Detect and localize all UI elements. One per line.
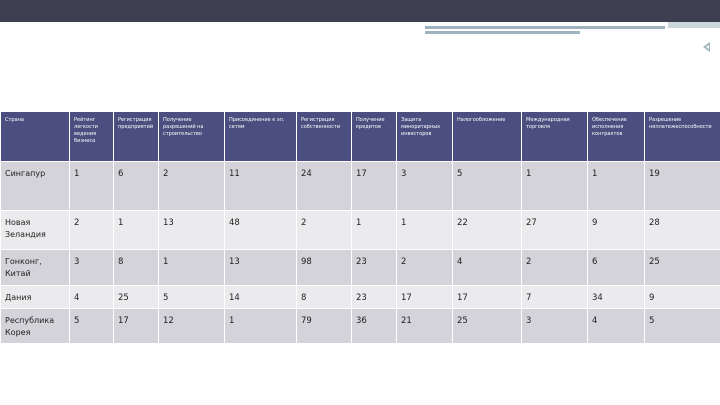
- table-cell: 5: [158, 285, 225, 309]
- table-cell: 11: [224, 161, 297, 211]
- header-cell: Регистрация предприятий: [113, 111, 159, 162]
- table-row: Дания 4 25 5 14 8 23 17 17 7 34 9: [0, 285, 720, 309]
- table-cell: 3: [396, 161, 453, 211]
- table-cell: 24: [296, 161, 352, 211]
- header-cell: Обеспечение исполнения контрактов: [587, 111, 645, 162]
- table-cell: 6: [587, 249, 645, 286]
- table-cell: 14: [224, 285, 297, 309]
- table-cell: 25: [452, 308, 522, 344]
- table-cell: 1: [351, 210, 397, 250]
- table-cell: 2: [296, 210, 352, 250]
- table-cell: 1: [587, 161, 645, 211]
- table-cell: 13: [158, 210, 225, 250]
- table-cell: 3: [521, 308, 588, 344]
- table-cell: 8: [113, 249, 159, 286]
- table-cell: 13: [224, 249, 297, 286]
- table-row: Сингапур 1 6 2 11 24 17 3 5 1 1 19: [0, 161, 720, 211]
- accent-line-long: [425, 26, 665, 29]
- top-accent-strip: [0, 22, 720, 27]
- table-cell: 3: [69, 249, 114, 286]
- table-cell: 1: [69, 161, 114, 211]
- table-cell: 28: [644, 210, 720, 250]
- table-cell: 5: [452, 161, 522, 211]
- table-cell: 17: [452, 285, 522, 309]
- table-cell: 9: [587, 210, 645, 250]
- table-cell: 21: [396, 308, 453, 344]
- table-cell: 36: [351, 308, 397, 344]
- table-row: Новая Зеландия 2 1 13 48 2 1 1 22 27 9 2…: [0, 210, 720, 250]
- table-cell: 48: [224, 210, 297, 250]
- table-cell: 2: [521, 249, 588, 286]
- accent-line-short: [425, 31, 580, 34]
- country-cell: Дания: [0, 285, 70, 309]
- table-cell: 23: [351, 249, 397, 286]
- table-cell: 5: [644, 308, 720, 344]
- country-cell: Гонконг, Китай: [0, 249, 70, 286]
- header-cell: Получение разрешений на строительство: [158, 111, 225, 162]
- header-cell: Защита миноритарных инвесторов: [396, 111, 453, 162]
- table-cell: 17: [396, 285, 453, 309]
- table-cell: 7: [521, 285, 588, 309]
- country-cell: Новая Зеландия: [0, 210, 70, 250]
- header-cell: Рейтинг легкости ведения бизнеса: [69, 111, 114, 162]
- table-cell: 2: [69, 210, 114, 250]
- header-cell: Регистрация собственности: [296, 111, 352, 162]
- table-cell: 5: [69, 308, 114, 344]
- table-cell: 25: [644, 249, 720, 286]
- table-cell: 1: [113, 210, 159, 250]
- header-cell: Разрешение неплатежеспособности: [644, 111, 720, 162]
- table-cell: 2: [396, 249, 453, 286]
- table-cell: 1: [224, 308, 297, 344]
- top-decorative-bar: [0, 0, 720, 22]
- table-cell: 1: [396, 210, 453, 250]
- table-cell: 19: [644, 161, 720, 211]
- header-cell: Получение кредитов: [351, 111, 397, 162]
- table-cell: 25: [113, 285, 159, 309]
- table-cell: 34: [587, 285, 645, 309]
- table-cell: 98: [296, 249, 352, 286]
- header-cell: Присоединение к эл. сетям: [224, 111, 297, 162]
- country-cell: Республика Корея: [0, 308, 70, 344]
- table-cell: 27: [521, 210, 588, 250]
- accent-bar-right: [668, 22, 720, 28]
- table-cell: 79: [296, 308, 352, 344]
- ranking-table: Страна Рейтинг легкости ведения бизнеса …: [0, 111, 720, 344]
- table-cell: 4: [587, 308, 645, 344]
- table-cell: 6: [113, 161, 159, 211]
- table-cell: 4: [69, 285, 114, 309]
- table-cell: 2: [158, 161, 225, 211]
- table-cell: 17: [351, 161, 397, 211]
- table-cell: 23: [351, 285, 397, 309]
- table-cell: 4: [452, 249, 522, 286]
- header-cell: Налогообложение: [452, 111, 522, 162]
- table-cell: 9: [644, 285, 720, 309]
- country-cell: Сингапур: [0, 161, 70, 211]
- table-cell: 12: [158, 308, 225, 344]
- table-row: Республика Корея 5 17 12 1 79 36 21 25 3…: [0, 308, 720, 344]
- table-cell: 1: [158, 249, 225, 286]
- table-header-row: Страна Рейтинг легкости ведения бизнеса …: [0, 111, 720, 162]
- triangle-bullet-inner-icon: [706, 45, 709, 49]
- table-cell: 1: [521, 161, 588, 211]
- table-cell: 17: [113, 308, 159, 344]
- header-cell: Страна: [0, 111, 70, 162]
- table-row: Гонконг, Китай 3 8 1 13 98 23 2 4 2 6 25: [0, 249, 720, 286]
- table-cell: 8: [296, 285, 352, 309]
- header-cell: Международная торговля: [521, 111, 588, 162]
- table-cell: 22: [452, 210, 522, 250]
